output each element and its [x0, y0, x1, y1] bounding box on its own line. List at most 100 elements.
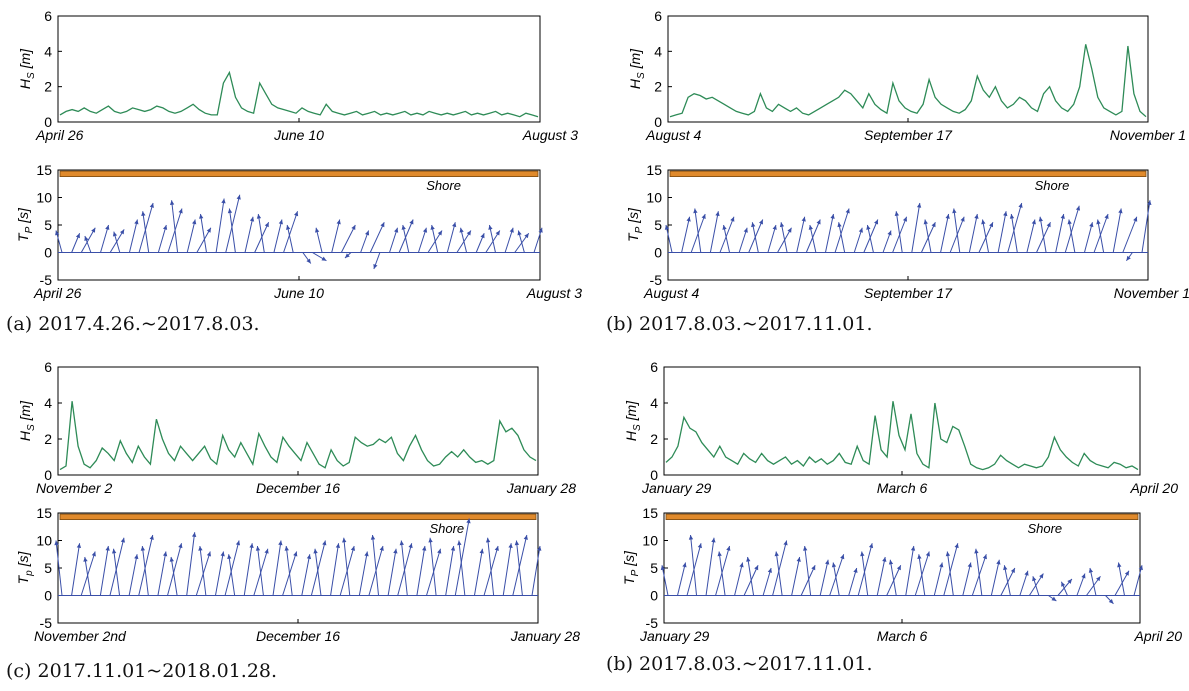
- tp-arrow-head: [437, 230, 443, 236]
- tp-arrow-head: [967, 562, 972, 568]
- tp-arrow: [748, 219, 764, 253]
- tp-arrow: [905, 545, 915, 596]
- tp-arrow-head: [1031, 219, 1036, 225]
- tp-arrow-head: [278, 540, 283, 546]
- tp-ytick-label: 5: [44, 217, 52, 233]
- tp-arrow-head: [54, 540, 59, 546]
- tp-arrow: [681, 216, 691, 253]
- tp-arrow: [71, 543, 81, 596]
- tp-arrow-head: [350, 546, 356, 551]
- tp-arrow: [805, 219, 821, 253]
- tp-arrow-head: [916, 203, 922, 208]
- tp-arrow: [819, 559, 829, 596]
- caption-d: (b) 2017.8.03.~2017.11.01.: [606, 653, 873, 675]
- tp-arrow: [1093, 213, 1109, 253]
- tp-arrow-head: [858, 227, 863, 233]
- tp-xtick-label: November 2nd: [34, 628, 127, 644]
- tp-arrow-head: [715, 211, 720, 217]
- tp-arrow: [199, 213, 207, 253]
- tp-arrow-head: [335, 543, 341, 549]
- tp-arrow-head: [840, 554, 845, 560]
- shore-label: Shore: [426, 178, 461, 193]
- tp-arrow-head: [722, 225, 727, 230]
- tp-arrow-head: [816, 219, 821, 225]
- tp-arrow-head: [134, 219, 139, 225]
- tp-arrow: [196, 227, 212, 253]
- tp-arrow: [199, 545, 207, 596]
- tp-ytick-label: 15: [36, 505, 52, 521]
- tp-arrow-head: [401, 225, 406, 230]
- tp-arrow-head: [364, 551, 369, 557]
- tp-arrow: [186, 219, 196, 253]
- tp-arrow-head: [321, 256, 327, 261]
- tp-arrow: [1055, 213, 1065, 253]
- tp-arrow-head: [688, 535, 694, 540]
- tp-arrow: [224, 540, 240, 596]
- tp-arrow-head: [1075, 205, 1081, 211]
- tp-arrow-head: [380, 222, 385, 228]
- tp-arrow-head: [249, 216, 255, 222]
- tp-arrow: [1039, 216, 1047, 253]
- hs-ytick-label: 0: [44, 114, 52, 130]
- tp-arrow: [1026, 219, 1036, 253]
- tp-arrow-head: [758, 219, 763, 225]
- tp-arrow: [286, 224, 294, 253]
- hs-xtick-label: April 26: [35, 127, 84, 143]
- panel-d-svg: 0 2 4 6 HS [m] January 29 March 6 April 20 Shore…: [621, 359, 1182, 644]
- tp-arrow-head: [925, 551, 930, 557]
- tp-arrow: [171, 200, 179, 253]
- tp-arrow: [515, 540, 523, 596]
- panel-a: 0 2 4 6 HS [m] April 26 June 10 August 3 Shore -5…: [0, 0, 594, 345]
- tp-arrow-head: [960, 216, 965, 222]
- shore-band: [669, 170, 1147, 178]
- tp-xtick-label: November 1: [1114, 285, 1189, 301]
- tp-arrow-head: [996, 559, 1001, 565]
- tp-arrow: [272, 540, 282, 596]
- tp-arrow-head: [896, 565, 901, 571]
- tp-arrow-head: [494, 546, 499, 551]
- tp-arrow: [982, 219, 990, 253]
- tp-arrow-head: [206, 551, 211, 557]
- tp-ytick-label: 10: [642, 533, 658, 549]
- tp-arrow-head: [1046, 222, 1051, 228]
- hs-ytick-label: 2: [44, 79, 52, 95]
- tp-arrow-head: [227, 208, 233, 214]
- tp-arrow-head: [866, 225, 871, 230]
- tp-arrow: [1007, 202, 1023, 253]
- tp-arrow-head: [1138, 565, 1143, 571]
- tp-arrow-head: [191, 532, 197, 537]
- tp-arrow-head: [112, 231, 118, 237]
- hs-series-line: [669, 44, 1147, 118]
- tp-arrow: [358, 551, 368, 596]
- tp-arrow: [113, 548, 121, 596]
- tp-arrow: [372, 534, 380, 596]
- tp-arrow: [398, 219, 414, 253]
- tp-arrow-head: [981, 219, 986, 225]
- tp-arrow: [244, 216, 254, 253]
- tp-arrow-head: [221, 198, 226, 204]
- tp-arrow: [1117, 562, 1125, 596]
- tp-arrow-head: [952, 208, 957, 214]
- tp-arrow-head: [91, 227, 96, 233]
- tp-arrow: [809, 224, 817, 253]
- tp-ytick-label: 15: [646, 162, 662, 178]
- tp-arrow-head: [76, 543, 82, 549]
- tp-arrow-head: [523, 535, 528, 540]
- tp-arrow-head: [178, 208, 183, 214]
- hs-ylabel: HS [m]: [627, 48, 647, 89]
- tp-arrow-head: [84, 236, 89, 241]
- tp-arrow: [832, 562, 840, 596]
- tp-arrow-head: [162, 551, 168, 557]
- tp-xtick-label: December 16: [256, 628, 340, 644]
- tp-arrow-head: [537, 546, 542, 551]
- tp-arrow: [911, 202, 921, 253]
- hs-ytick-label: 2: [650, 431, 658, 447]
- hs-ytick-label: 0: [654, 114, 662, 130]
- hs-ytick-label: 4: [650, 395, 658, 411]
- tp-arrow: [80, 227, 96, 253]
- tp-arrow: [719, 216, 735, 253]
- tp-arrow: [1003, 565, 1011, 596]
- tp-arrow: [1133, 565, 1143, 596]
- tp-arrow: [488, 224, 496, 253]
- tp-arrow-head: [1117, 562, 1122, 568]
